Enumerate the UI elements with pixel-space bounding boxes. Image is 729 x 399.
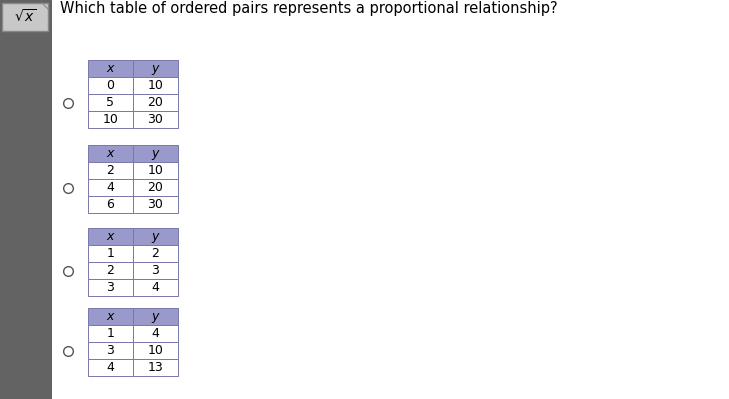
- Bar: [133, 308, 178, 325]
- Bar: [88, 308, 133, 325]
- Text: 5: 5: [106, 96, 114, 109]
- Bar: [88, 162, 133, 179]
- Text: 30: 30: [147, 113, 163, 126]
- Bar: [88, 179, 133, 196]
- Bar: [133, 111, 178, 128]
- Bar: [133, 245, 178, 262]
- Text: 13: 13: [148, 361, 163, 374]
- Bar: [88, 228, 133, 245]
- Bar: [88, 196, 133, 213]
- Text: x: x: [107, 147, 114, 160]
- Text: 10: 10: [103, 113, 118, 126]
- Text: y: y: [152, 310, 159, 323]
- Bar: [133, 359, 178, 376]
- Text: 3: 3: [152, 264, 160, 277]
- Text: Which table of ordered pairs represents a proportional relationship?: Which table of ordered pairs represents …: [60, 2, 558, 16]
- Text: y: y: [152, 230, 159, 243]
- Text: 20: 20: [147, 181, 163, 194]
- Text: 6: 6: [106, 198, 114, 211]
- Bar: [133, 179, 178, 196]
- Bar: [133, 325, 178, 342]
- Text: 3: 3: [106, 344, 114, 357]
- Text: 2: 2: [152, 247, 160, 260]
- Text: x: x: [107, 62, 114, 75]
- Bar: [133, 145, 178, 162]
- Bar: [133, 60, 178, 77]
- Text: 10: 10: [147, 344, 163, 357]
- Bar: [133, 228, 178, 245]
- Text: y: y: [152, 62, 159, 75]
- Text: 1: 1: [106, 247, 114, 260]
- Text: 3: 3: [106, 281, 114, 294]
- Bar: [133, 262, 178, 279]
- Text: 2: 2: [106, 264, 114, 277]
- Bar: [2, 3, 48, 31]
- Text: 0: 0: [106, 79, 114, 92]
- Text: 4: 4: [152, 281, 160, 294]
- Bar: [88, 245, 133, 262]
- Text: 10: 10: [147, 79, 163, 92]
- Text: x: x: [107, 230, 114, 243]
- Text: 2: 2: [106, 164, 114, 177]
- Bar: [88, 94, 133, 111]
- Text: 4: 4: [152, 327, 160, 340]
- Bar: [88, 262, 133, 279]
- Text: y: y: [152, 147, 159, 160]
- Text: 1: 1: [106, 327, 114, 340]
- Bar: [133, 94, 178, 111]
- Bar: [133, 342, 178, 359]
- Text: x: x: [107, 310, 114, 323]
- Text: $\sqrt{x}$: $\sqrt{x}$: [14, 8, 36, 26]
- Bar: [0, 0, 52, 399]
- Bar: [88, 60, 133, 77]
- Text: 4: 4: [106, 181, 114, 194]
- Bar: [133, 162, 178, 179]
- Text: 30: 30: [147, 198, 163, 211]
- Bar: [133, 196, 178, 213]
- Bar: [133, 279, 178, 296]
- Bar: [88, 111, 133, 128]
- Text: 4: 4: [106, 361, 114, 374]
- Text: 20: 20: [147, 96, 163, 109]
- Bar: [88, 342, 133, 359]
- Bar: [88, 77, 133, 94]
- Bar: [88, 145, 133, 162]
- Bar: [133, 77, 178, 94]
- Bar: [88, 279, 133, 296]
- Text: 10: 10: [147, 164, 163, 177]
- Bar: [88, 325, 133, 342]
- Bar: [88, 359, 133, 376]
